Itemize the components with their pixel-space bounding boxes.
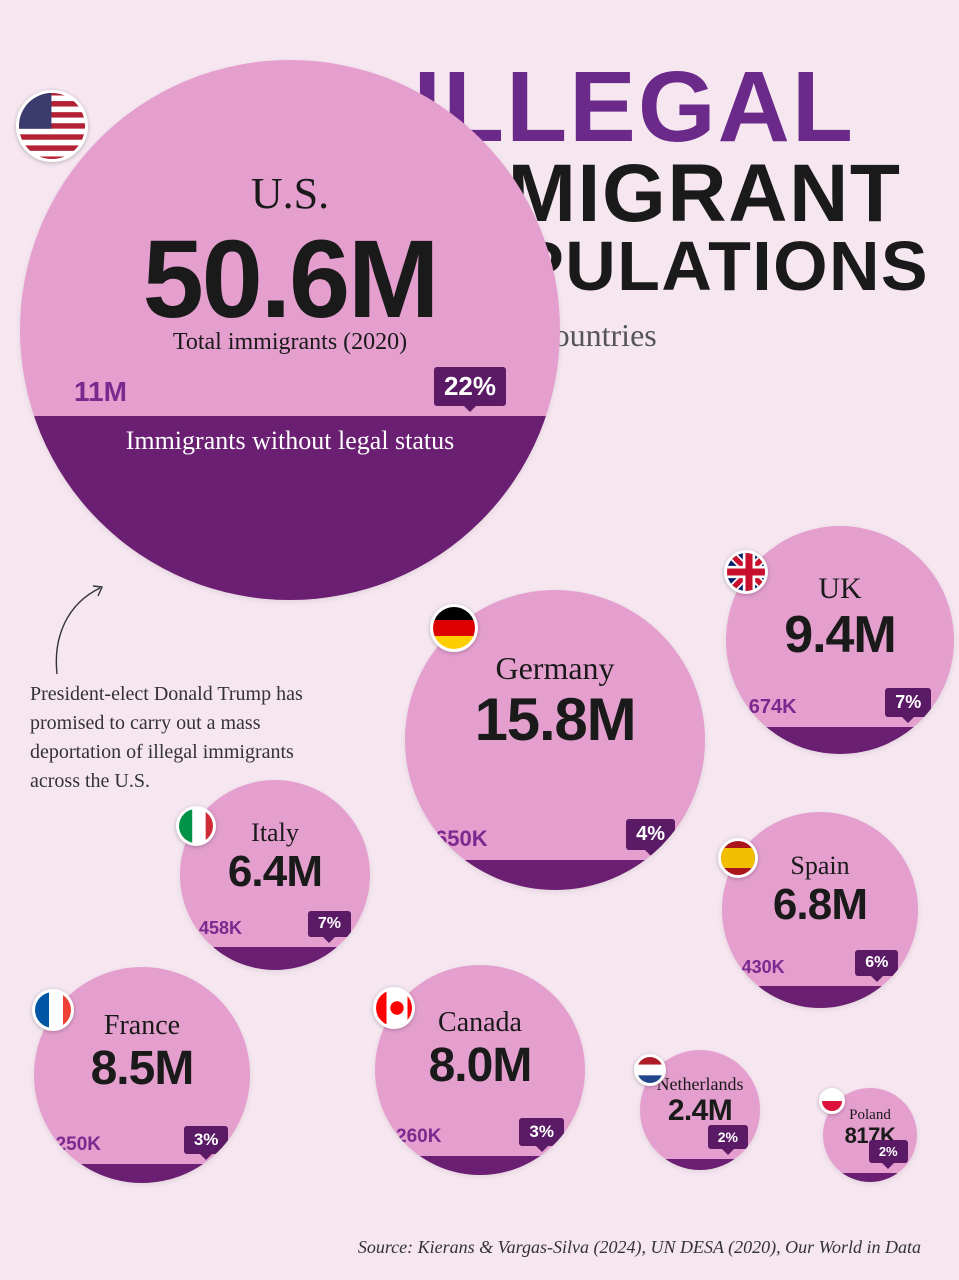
bubble-circle: Spain6.8M430K6% bbox=[722, 812, 918, 1008]
total-value: 6.8M bbox=[722, 880, 918, 930]
flag-icon bbox=[718, 838, 758, 878]
total-value: 50.6M bbox=[20, 216, 560, 343]
bubble-fill bbox=[640, 1159, 760, 1170]
pct-badge: 7% bbox=[885, 688, 931, 717]
bubble-fill bbox=[375, 1156, 585, 1175]
total-value: 8.0M bbox=[375, 1038, 585, 1093]
flag-icon bbox=[373, 987, 415, 1029]
illegal-count: 430K bbox=[742, 957, 785, 978]
pct-badge: 7% bbox=[308, 911, 351, 937]
flag-icon bbox=[176, 806, 216, 846]
flag-icon bbox=[16, 90, 88, 162]
total-value: 6.4M bbox=[180, 847, 370, 897]
fill-label: Immigrants without legal status bbox=[20, 426, 560, 456]
bubble-poland: Poland817K2% bbox=[823, 1088, 917, 1182]
bubble-netherlands: Netherlands2.4M2% bbox=[640, 1050, 760, 1170]
pct-badge: 6% bbox=[855, 950, 898, 976]
bubble-circle: Italy6.4M458K7% bbox=[180, 780, 370, 970]
illegal-count: 650K bbox=[435, 826, 488, 852]
flag-icon bbox=[634, 1054, 666, 1086]
illegal-count: 674K bbox=[749, 696, 797, 719]
source-citation: Source: Kierans & Vargas-Silva (2024), U… bbox=[358, 1237, 921, 1258]
flag-icon bbox=[430, 604, 478, 652]
annotation-text: President-elect Donald Trump has promise… bbox=[30, 680, 330, 796]
bubble-fill bbox=[823, 1173, 917, 1182]
bubble-germany: Germany15.8M 650K 4% bbox=[405, 590, 705, 890]
country-name: U.S. bbox=[20, 168, 560, 219]
bubble-fill bbox=[726, 727, 954, 754]
flag-icon bbox=[724, 550, 768, 594]
total-value: 15.8M bbox=[405, 685, 705, 754]
bubble-france: France8.5M250K3% bbox=[34, 967, 250, 1183]
pct-badge: 3% bbox=[184, 1126, 229, 1154]
total-value: 2.4M bbox=[640, 1094, 760, 1128]
illegal-count: 11M bbox=[74, 376, 127, 408]
bubble-italy: Italy6.4M458K7% bbox=[180, 780, 370, 970]
pct-badge: 3% bbox=[519, 1118, 564, 1146]
bubble-us: U.S.50.6MTotal immigrants (2020) 11M 22% Im… bbox=[20, 60, 560, 600]
pct-badge: 2% bbox=[869, 1140, 908, 1163]
bubble-fill bbox=[722, 986, 918, 1008]
illegal-count: 250K bbox=[56, 1134, 101, 1156]
bubble-spain: Spain6.8M430K6% bbox=[722, 812, 918, 1008]
total-sublabel: Total immigrants (2020) bbox=[20, 329, 560, 356]
bubble-canada: Canada8.0M260K3% bbox=[375, 965, 585, 1175]
country-name: Germany bbox=[405, 650, 705, 687]
total-value: 8.5M bbox=[34, 1041, 250, 1096]
illegal-count: 458K bbox=[199, 918, 242, 939]
bubble-fill bbox=[34, 1164, 250, 1183]
pct-badge: 4% bbox=[626, 819, 675, 850]
total-value: 9.4M bbox=[726, 605, 954, 665]
bubble-uk: UK9.4M674K7% bbox=[726, 526, 954, 754]
flag-icon bbox=[32, 989, 74, 1031]
illegal-count: 260K bbox=[396, 1126, 441, 1148]
pct-badge: 22% bbox=[434, 367, 506, 406]
bubble-fill bbox=[405, 860, 705, 890]
pct-badge: 2% bbox=[708, 1125, 748, 1149]
flag-icon bbox=[819, 1088, 845, 1114]
bubble-circle: U.S.50.6MTotal immigrants (2020) 11M 22% Im… bbox=[20, 60, 560, 600]
